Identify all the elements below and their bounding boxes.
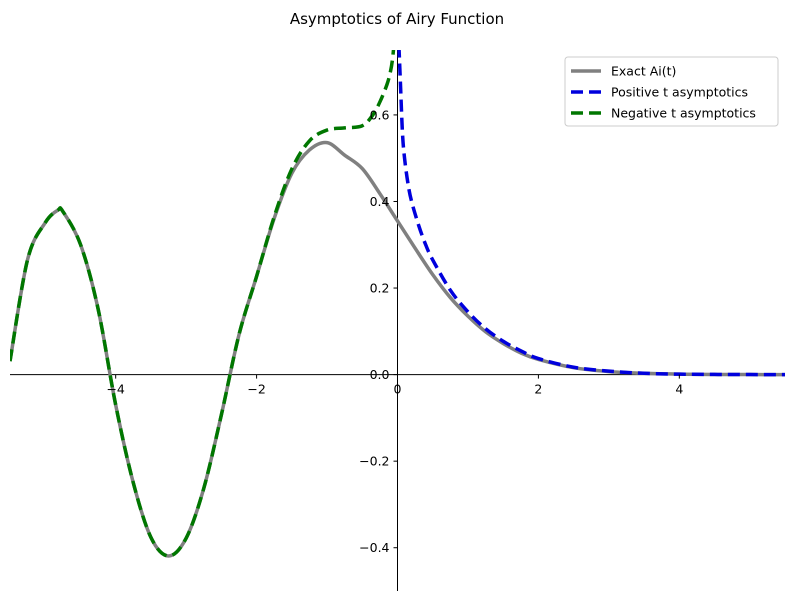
- x-tick-label: −4: [106, 382, 124, 397]
- y-tick-label: 0.0: [370, 367, 390, 382]
- chart-title: Asymptotics of Airy Function: [290, 10, 504, 28]
- y-tick-label: 0.2: [370, 281, 390, 296]
- legend: Exact Ai(t) Positive t asymptotics Negativ…: [564, 56, 779, 127]
- y-tick-label: 0.6: [370, 107, 390, 122]
- ticks-layer: −4 −2 0 2 4 −0.4 −0.2 0.0 0.2 0.4 0.6: [106, 107, 683, 555]
- axes: [10, 50, 785, 591]
- legend-label-0: Exact Ai(t): [611, 64, 676, 79]
- legend-label-1: Positive t asymptotics: [611, 85, 748, 100]
- legend-label-2: Negative t asymptotics: [611, 106, 756, 121]
- legend-box: [564, 56, 779, 127]
- x-tick-label: 2: [534, 382, 542, 397]
- series-line-1: [397, 50, 785, 377]
- x-tick-label: 4: [675, 382, 683, 397]
- x-tick-label: −2: [247, 382, 265, 397]
- series-layer: [10, 50, 785, 558]
- x-tick-label: 0: [394, 382, 402, 397]
- series-line-2: [10, 50, 396, 558]
- y-tick-label: −0.2: [359, 454, 389, 469]
- y-tick-label: 0.4: [370, 194, 390, 209]
- y-tick-label: −0.4: [359, 540, 389, 555]
